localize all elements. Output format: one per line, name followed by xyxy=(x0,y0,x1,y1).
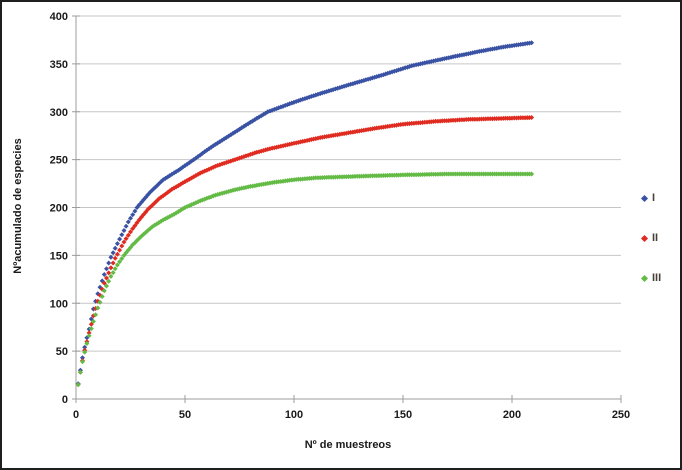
legend-item: II xyxy=(640,230,680,246)
series-II-points xyxy=(75,115,535,388)
y-tick-label: 250 xyxy=(50,155,68,167)
series-III-points xyxy=(75,171,535,388)
y-tick-label: 200 xyxy=(50,203,68,215)
x-tick-label: 50 xyxy=(179,409,191,421)
x-tick-label: 100 xyxy=(285,409,303,421)
diamond-marker-icon xyxy=(640,274,649,282)
x-tick-label: 0 xyxy=(73,409,79,421)
y-axis-title: Nºacumulado de especies xyxy=(12,138,24,274)
y-tick-label: 50 xyxy=(56,346,68,358)
legend-label: III xyxy=(652,272,662,284)
y-tick-label: 150 xyxy=(50,250,68,262)
x-tick-label: 200 xyxy=(503,409,521,421)
legend-label: I xyxy=(652,192,656,204)
y-tick-label: 350 xyxy=(50,59,68,71)
legend-label: II xyxy=(652,232,659,244)
x-tick-label: 150 xyxy=(394,409,412,421)
axes: 0 50 100 150 200 250 300 350 400 0 50 100 150 200 250 xyxy=(50,11,631,421)
y-tick-label: 400 xyxy=(50,11,68,23)
gridlines xyxy=(76,15,621,352)
y-tick-label: 0 xyxy=(62,394,68,406)
y-tick-label: 100 xyxy=(50,298,68,310)
diamond-marker-icon xyxy=(640,194,649,202)
x-axis-title: Nº de muestreos xyxy=(304,439,392,451)
legend-item: III xyxy=(640,270,680,286)
legend: I II III xyxy=(640,190,680,310)
legend-item: I xyxy=(640,190,680,206)
y-tick-label: 300 xyxy=(50,107,68,119)
x-tick-label: 250 xyxy=(612,409,630,421)
diamond-marker-icon xyxy=(640,234,649,242)
